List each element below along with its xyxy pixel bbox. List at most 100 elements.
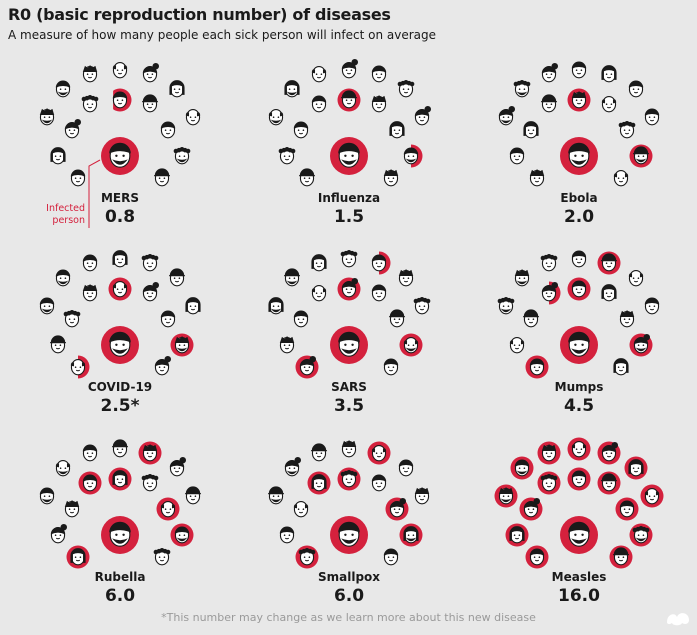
person-icon xyxy=(413,296,431,315)
disease-panel: Rubella 6.0 xyxy=(39,439,201,605)
infected-person-icon xyxy=(108,467,132,491)
person-icon xyxy=(389,309,405,328)
person-icon xyxy=(50,523,67,544)
person-icon xyxy=(173,146,191,165)
disease-panel: Influenza 1.5 xyxy=(268,58,432,227)
infected-person-icon xyxy=(640,484,664,508)
r0-value-label: 3.5 xyxy=(334,396,364,416)
person-icon xyxy=(82,254,98,272)
person-icon xyxy=(185,109,201,126)
footnote: *This number may change as we learn more… xyxy=(161,611,536,624)
person-icon xyxy=(514,269,530,287)
infected-person-icon xyxy=(337,277,361,301)
infected-person-icon xyxy=(112,88,132,112)
disease-panel: Mumps 4.5 xyxy=(497,250,660,416)
person-icon xyxy=(341,440,357,458)
person-icon xyxy=(268,297,284,315)
disease-panel: Measles 16.0 xyxy=(494,437,664,605)
disease-panel: COVID-19 2.5* xyxy=(39,250,201,416)
infected-person-icon xyxy=(537,471,561,495)
person-icon xyxy=(601,65,617,83)
infected-person-icon xyxy=(337,467,361,491)
infected-person-icon xyxy=(371,251,391,275)
infected-person-icon xyxy=(66,545,90,569)
person-icon xyxy=(509,337,525,354)
person-icon xyxy=(498,105,515,126)
infected-person-icon xyxy=(505,523,529,547)
person-icon xyxy=(293,310,309,328)
person-icon xyxy=(55,80,71,98)
infected-person-icon xyxy=(560,326,598,364)
infected-person-icon xyxy=(494,484,518,508)
person-icon xyxy=(268,109,284,126)
infected-person-icon xyxy=(138,441,162,465)
person-icon xyxy=(513,79,531,98)
infected-person-icon xyxy=(629,333,653,357)
infected-person-icon xyxy=(330,516,368,554)
person-icon xyxy=(311,66,327,83)
person-icon xyxy=(55,460,71,477)
person-icon xyxy=(311,443,327,462)
person-icon xyxy=(523,309,539,328)
person-icon xyxy=(279,526,295,544)
person-icon xyxy=(112,250,128,268)
disease-panel: MERS 0.8 xyxy=(39,62,201,227)
person-icon xyxy=(389,121,405,139)
disease-name-label: Influenza xyxy=(318,191,380,205)
person-icon xyxy=(340,249,358,268)
person-icon xyxy=(142,281,159,302)
r0-value-label: 4.5 xyxy=(564,396,594,416)
infected-person-icon xyxy=(597,441,621,465)
infected-person-icon xyxy=(567,88,591,112)
infected-person-icon xyxy=(560,516,598,554)
person-icon xyxy=(509,147,525,165)
infected-person-icon xyxy=(609,545,633,569)
infected-person-icon xyxy=(78,471,102,495)
callout-label-line1: Infected xyxy=(46,203,85,214)
person-icon xyxy=(160,310,176,328)
person-icon xyxy=(293,501,309,518)
person-icon xyxy=(414,487,430,505)
person-icon xyxy=(153,547,171,566)
infected-person-icon xyxy=(537,441,561,465)
person-icon xyxy=(628,270,644,287)
r0-value-label: 6.0 xyxy=(334,586,364,605)
infected-person-icon xyxy=(101,516,139,554)
person-icon xyxy=(371,65,387,83)
person-icon xyxy=(142,94,158,113)
infected-person-icon xyxy=(330,326,368,364)
person-icon xyxy=(613,358,629,376)
person-icon xyxy=(601,284,617,302)
person-icon xyxy=(82,284,98,302)
person-icon xyxy=(82,444,98,462)
person-icon xyxy=(160,121,176,139)
infected-person-icon xyxy=(337,88,361,112)
person-icon xyxy=(64,118,82,139)
disease-name-label: SARS xyxy=(331,380,367,394)
person-icon xyxy=(529,169,545,187)
r0-value-label: 6.0 xyxy=(105,586,135,605)
person-icon xyxy=(341,58,359,79)
disease-name-label: COVID-19 xyxy=(88,380,152,394)
person-icon xyxy=(398,459,414,477)
disease-name-label: Rubella xyxy=(95,570,146,584)
person-icon xyxy=(112,62,128,79)
infected-person-icon xyxy=(615,497,639,521)
infected-person-icon xyxy=(560,137,598,175)
person-icon xyxy=(39,108,55,126)
person-icon xyxy=(601,96,617,113)
person-icon xyxy=(142,62,159,83)
person-icon xyxy=(311,285,327,302)
disease-name-label: MERS xyxy=(101,191,139,205)
infected-person-icon xyxy=(519,497,543,521)
person-icon xyxy=(383,548,399,566)
person-icon xyxy=(371,95,387,113)
person-icon xyxy=(371,474,387,492)
infected-person-icon xyxy=(567,277,591,301)
person-icon xyxy=(284,268,300,287)
disease-panel: SARS 3.5 xyxy=(268,249,431,416)
infected-person-icon xyxy=(170,333,194,357)
person-icon xyxy=(497,296,515,315)
r0-value-label: 1.5 xyxy=(334,207,364,227)
disease-name-label: Measles xyxy=(552,570,607,584)
